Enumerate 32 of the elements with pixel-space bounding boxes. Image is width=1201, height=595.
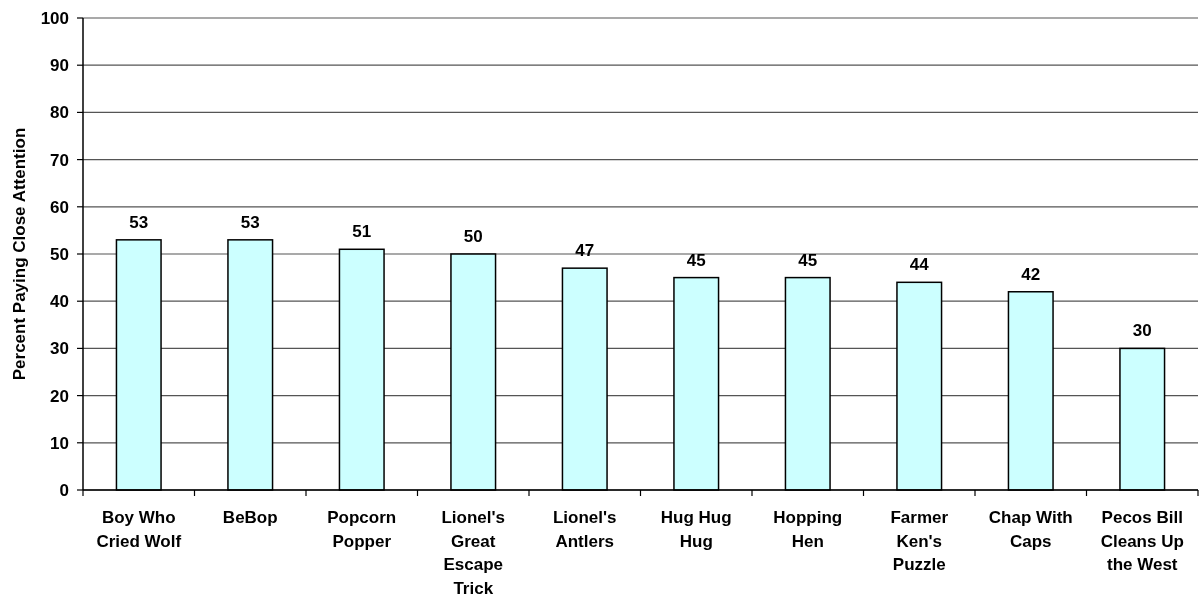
data-label: 47 — [575, 241, 595, 261]
x-tick-label: Lionel's Great Escape Trick — [441, 508, 506, 595]
x-tick-label: Farmer Ken's Puzzle — [890, 508, 949, 574]
x-tick-label: Pecos Bill Cleans Up the West — [1100, 508, 1184, 574]
x-tick-label: Popcorn Popper — [327, 508, 397, 551]
data-label: 50 — [463, 227, 483, 246]
y-tick-label: 80 — [50, 103, 69, 123]
data-label: 53 — [129, 212, 149, 232]
data-label: 51 — [352, 222, 372, 242]
y-tick-label: 90 — [50, 56, 69, 76]
y-tick-label: 40 — [50, 292, 69, 312]
y-tick-label: 0 — [59, 480, 69, 500]
data-label: 45 — [686, 250, 706, 270]
y-tick-label: 10 — [50, 433, 69, 453]
y-tick-label: 20 — [50, 386, 69, 406]
y-tick-label: 30 — [50, 339, 69, 359]
x-tick-label: Boy Who Cried Wolf — [96, 508, 182, 551]
y-tick-label: 50 — [50, 244, 69, 264]
x-tick-label: Chap With Caps — [988, 508, 1073, 551]
data-label: 45 — [798, 250, 818, 270]
y-tick-label: 60 — [50, 197, 69, 217]
x-tick-label: Hug Hug Hug — [660, 508, 732, 551]
x-tick-label: Hopping Hen — [773, 508, 843, 551]
x-tick-label: Lionel's Antlers — [552, 508, 617, 551]
data-label: 44 — [909, 255, 930, 275]
data-label: 53 — [240, 212, 260, 232]
data-label: 42 — [1021, 264, 1041, 284]
y-axis-title: Percent Paying Close Attention — [9, 127, 29, 381]
data-label: 30 — [1132, 321, 1152, 341]
y-tick-label: 70 — [50, 150, 69, 170]
y-tick-label: 100 — [40, 8, 69, 28]
x-tick-label: BeBop — [222, 508, 278, 527]
